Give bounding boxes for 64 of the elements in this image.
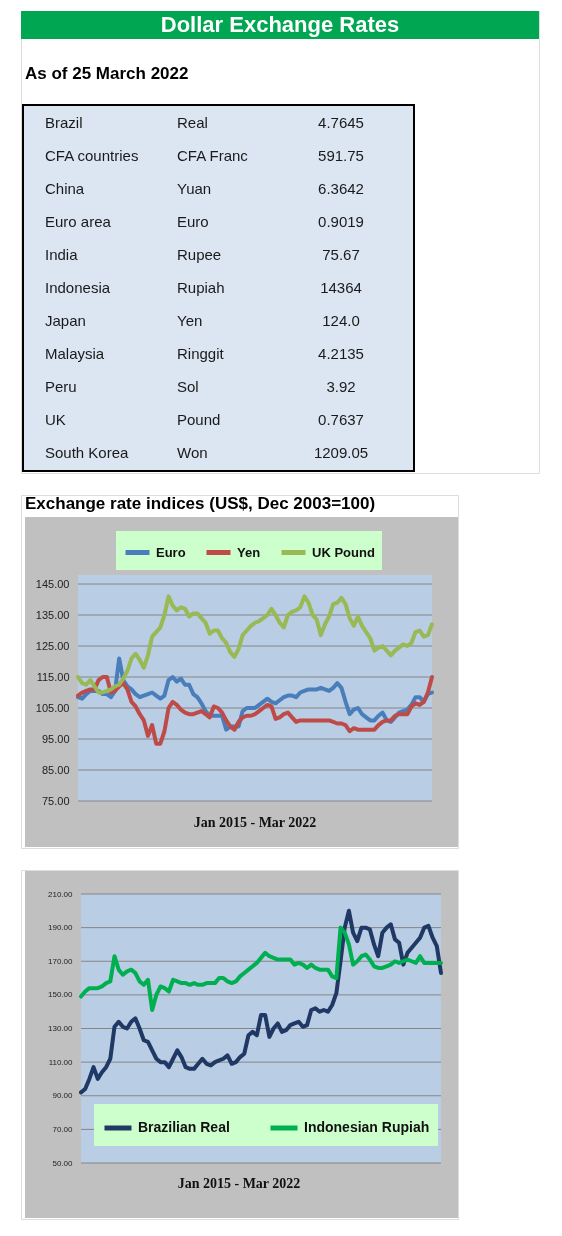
- category-label: Rupiah: [177, 279, 225, 296]
- y-tick-label: 110.00: [48, 1057, 74, 1067]
- category-label: Indonesia: [45, 279, 111, 296]
- category-label: UK: [45, 411, 66, 428]
- category-label: Peru: [45, 378, 77, 395]
- data-label: 124.0: [322, 312, 360, 329]
- category-label: Yuan: [177, 180, 212, 197]
- y-tick-label: 210.00: [48, 889, 74, 899]
- legend-label: Yen: [237, 544, 261, 560]
- data-label: 591.75: [318, 147, 364, 164]
- legend-label: Indonesian Rupiah: [304, 1119, 430, 1135]
- line-series: [76, 675, 434, 746]
- y-tick-label: 90.00: [52, 1091, 74, 1101]
- category-label: Euro area: [45, 213, 112, 230]
- text: As of 25 March 2022: [25, 64, 189, 83]
- category-label: Real: [177, 114, 208, 131]
- category-label: China: [45, 180, 85, 197]
- legend-label: Euro: [156, 544, 186, 560]
- category-label: Japan: [45, 312, 86, 329]
- category-label: CFA Franc: [177, 147, 248, 164]
- category-label: Malaysia: [45, 345, 105, 362]
- y-tick-label: 70.00: [52, 1124, 74, 1134]
- data-label: 1209.05: [313, 444, 369, 461]
- y-tick-label: 190.00: [48, 923, 74, 933]
- category-label: Euro: [177, 213, 209, 230]
- legend-label: UK Pound: [312, 544, 375, 560]
- y-tick-label: 50.00: [52, 1158, 74, 1168]
- category-label: Sol: [177, 378, 199, 395]
- legend-label: Brazilian Real: [138, 1119, 230, 1135]
- x-axis-title: Jan 2015 - Mar 2022: [193, 815, 317, 830]
- y-tick-label: 85.00: [41, 763, 70, 776]
- y-tick-label: 105.00: [35, 701, 70, 714]
- y-tick-label: 115.00: [36, 670, 70, 683]
- y-tick-label: 135.00: [35, 608, 70, 621]
- category-label: India: [45, 246, 79, 263]
- line-series: [79, 925, 443, 1013]
- y-tick-label: 130.00: [48, 1024, 74, 1033]
- y-tick-label: 145.00: [35, 577, 70, 590]
- y-tick-label: 150.00: [48, 990, 74, 1000]
- data-label: 75.67: [322, 246, 360, 263]
- category-label: Rupee: [177, 246, 222, 263]
- x-axis-title: Jan 2015 - Mar 2022: [177, 1176, 301, 1191]
- category-label: CFA countries: [45, 147, 139, 164]
- category-label: Won: [177, 444, 208, 461]
- line-series: [79, 908, 443, 1095]
- category-label: Pound: [177, 411, 221, 428]
- data-label: 3.92: [326, 378, 356, 395]
- y-tick-label: 75.00: [41, 794, 70, 807]
- category-label: South Korea: [45, 444, 130, 461]
- data-label: 6.3642: [318, 180, 364, 197]
- data-label: 14364: [320, 279, 362, 296]
- y-tick-label: 95.00: [41, 732, 70, 745]
- y-tick-label: 125.00: [35, 639, 70, 652]
- category-label: Brazil: [45, 114, 83, 131]
- line-series: [76, 594, 434, 695]
- data-label: 0.9019: [318, 213, 364, 230]
- category-label: Ringgit: [177, 345, 224, 362]
- y-tick-label: 170.00: [48, 956, 74, 966]
- text: Dollar Exchange Rates: [160, 12, 400, 37]
- category-label: Yen: [177, 312, 203, 329]
- data-label: 0.7637: [318, 411, 364, 428]
- chart-title: Exchange rate indices (US$, Dec 2003=100): [25, 494, 376, 513]
- data-label: 4.7645: [318, 114, 364, 131]
- data-label: 4.2135: [318, 345, 364, 362]
